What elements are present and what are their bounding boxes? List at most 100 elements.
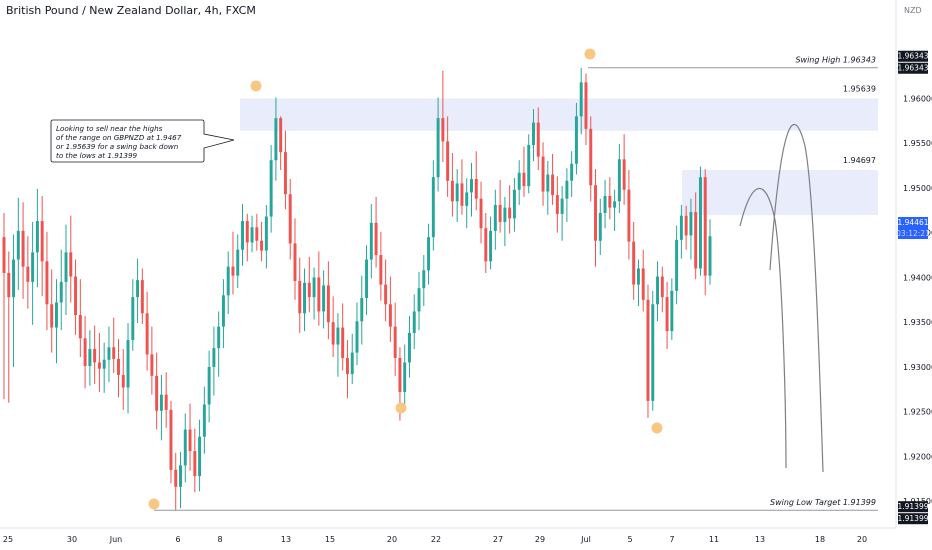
candle — [260, 221, 264, 262]
candle-body — [298, 281, 302, 314]
candle-body — [636, 268, 640, 285]
candle — [341, 303, 345, 371]
candle — [555, 176, 559, 233]
y-tick-label: 1.93500 — [903, 318, 932, 327]
candle-body — [245, 221, 249, 243]
candle-body — [470, 178, 473, 193]
candle-body — [417, 288, 421, 312]
candle-body — [331, 322, 335, 345]
candle — [579, 68, 583, 135]
candle-body — [264, 216, 268, 251]
candle — [78, 279, 82, 358]
candle — [365, 245, 369, 316]
candle-body — [594, 185, 597, 241]
candle — [441, 70, 445, 162]
candle-body — [422, 270, 426, 289]
candle-body — [589, 128, 593, 186]
candle — [40, 195, 44, 297]
candle-body — [102, 359, 106, 369]
swing-marker — [651, 422, 663, 434]
candle — [7, 251, 11, 403]
candle-body — [455, 183, 459, 202]
candle — [107, 326, 111, 383]
candle — [694, 192, 698, 280]
candle-body — [565, 180, 569, 199]
candle — [207, 350, 211, 423]
candle — [665, 281, 669, 350]
candle — [570, 151, 574, 197]
candle — [307, 256, 311, 313]
swing-levels: Swing High 1.96343 Swing Low Target 1.913… — [154, 56, 878, 511]
supply-zone — [240, 98, 878, 131]
candle-body — [365, 259, 369, 299]
candle-body — [460, 183, 464, 206]
candle-body — [508, 207, 512, 219]
candle-body — [188, 429, 192, 452]
x-tick-label: 6 — [175, 535, 180, 544]
swing-marker — [584, 48, 596, 60]
candle — [54, 279, 58, 364]
candle-body — [202, 404, 206, 437]
candle-body — [88, 349, 92, 367]
candle — [527, 134, 531, 194]
candle — [675, 225, 679, 305]
candle — [656, 261, 660, 322]
candle — [584, 73, 588, 145]
candle-body — [684, 215, 688, 236]
candle-body — [479, 198, 483, 229]
annotation-text-line: or 1.95639 for a swing back down — [56, 142, 179, 151]
candle-body — [250, 227, 254, 243]
x-tick-label: 25 — [3, 535, 13, 544]
candle-body — [446, 141, 450, 181]
candle — [369, 204, 373, 279]
candle-body — [131, 297, 135, 341]
candle — [312, 267, 316, 320]
price-badge — [898, 62, 928, 74]
candle — [632, 221, 636, 300]
candle — [436, 97, 440, 192]
y-tick-label: 1.93000 — [903, 363, 932, 372]
candle — [684, 205, 688, 250]
candle — [231, 231, 235, 295]
x-tick-label: 22 — [431, 535, 441, 544]
candle-body — [608, 195, 612, 208]
candle — [503, 196, 507, 247]
candle-body — [651, 304, 655, 401]
candle — [417, 272, 421, 331]
candle — [536, 107, 540, 171]
candle — [150, 326, 154, 395]
price-badge-text: 1.94461 — [897, 218, 928, 227]
y-tick-label: 1.95500 — [903, 139, 932, 148]
candle-body — [241, 221, 244, 250]
candle — [613, 189, 617, 231]
candle — [93, 325, 97, 384]
candle-body — [541, 156, 545, 192]
candle-body — [78, 315, 82, 339]
x-tick-label: 20 — [387, 535, 397, 544]
candle — [336, 313, 340, 377]
x-tick-label: Jun — [109, 535, 123, 544]
x-tick-label: 5 — [627, 535, 632, 544]
x-tick-label: 7 — [669, 535, 674, 544]
candle — [517, 160, 521, 205]
price-badge — [898, 228, 928, 239]
swing-marker — [148, 498, 160, 510]
y-tick-label: 1.95000 — [903, 184, 932, 193]
candle-body — [341, 327, 345, 358]
candle-body — [627, 189, 631, 242]
candle — [236, 234, 240, 289]
x-tick-label: 29 — [535, 535, 545, 544]
candle — [74, 259, 78, 335]
candle-body — [64, 252, 68, 282]
candle-body — [641, 268, 645, 300]
candle-body — [689, 212, 693, 236]
candle-body — [379, 255, 383, 285]
candle — [565, 168, 569, 222]
candle-body — [436, 118, 440, 178]
candle — [474, 151, 478, 211]
candle — [450, 153, 454, 217]
candle — [121, 349, 125, 410]
candle-body — [322, 285, 326, 312]
